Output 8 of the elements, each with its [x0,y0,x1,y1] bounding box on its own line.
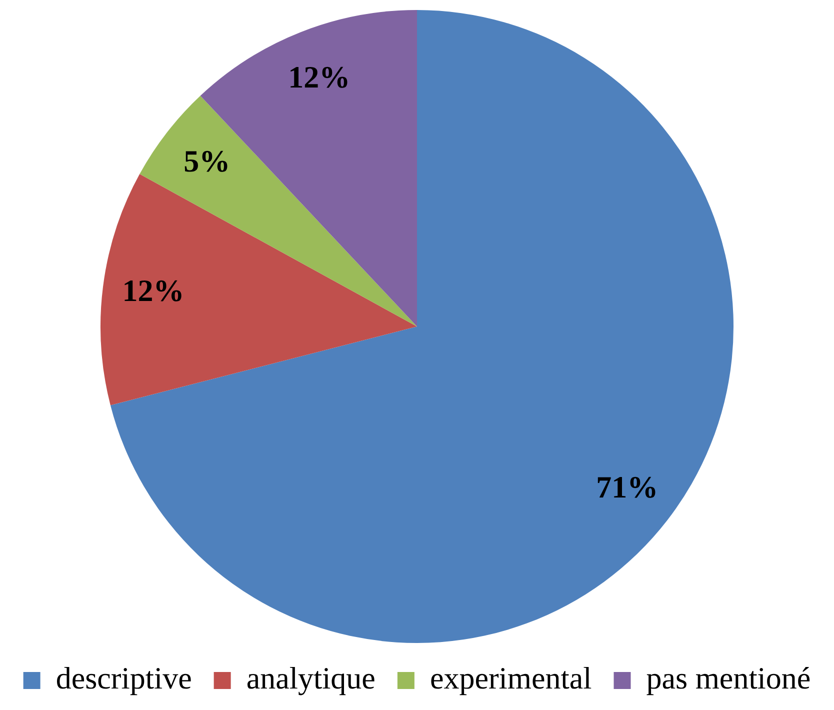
legend-label: pas mentioné [646,660,811,696]
legend-label: experimental [430,660,592,696]
data-label: 12% [288,59,350,94]
legend-label: descriptive [56,660,192,696]
data-label: 71% [596,469,658,504]
data-label: 5% [184,144,230,179]
legend-label: analytique [246,660,376,696]
data-label: 12% [122,273,184,308]
